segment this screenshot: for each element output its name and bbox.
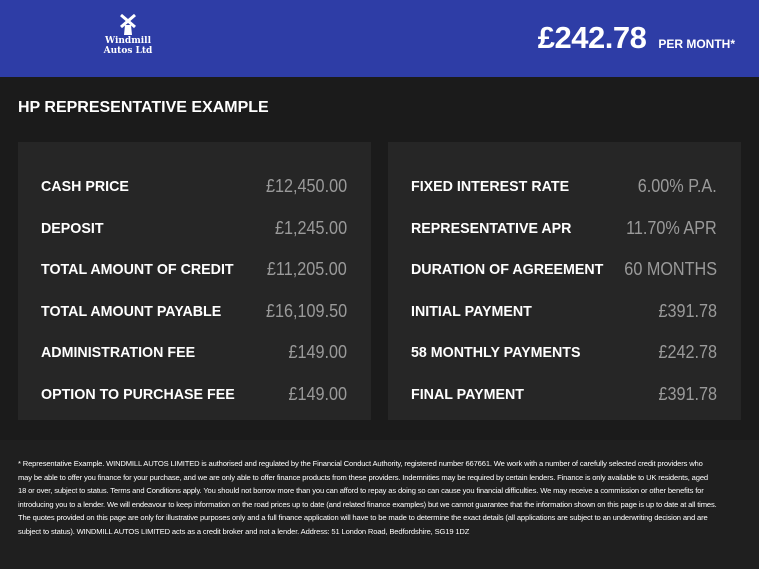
finance-row: REPRESENTATIVE APR 11.70% APR	[411, 208, 717, 250]
row-value: £149.00	[288, 342, 347, 363]
logo[interactable]: Windmill Autos Ltd	[96, 14, 160, 56]
finance-row: TOTAL AMOUNT PAYABLE £16,109.50	[41, 291, 347, 333]
finance-row: DEPOSIT £1,245.00	[41, 208, 347, 250]
header: Windmill Autos Ltd £242.78 PER MONTH*	[0, 0, 759, 77]
row-value: £149.00	[288, 383, 347, 404]
footer: * Representative Example. WINDMILL AUTOS…	[0, 440, 759, 569]
row-value: £11,205.00	[267, 259, 347, 280]
disclaimer-text: * Representative Example. WINDMILL AUTOS…	[18, 459, 717, 536]
row-label: TOTAL AMOUNT OF CREDIT	[41, 261, 234, 279]
row-label: 58 MONTHLY PAYMENTS	[411, 344, 581, 362]
row-value: £12,450.00	[265, 176, 347, 197]
row-value: £16,109.50	[265, 300, 347, 321]
row-label: TOTAL AMOUNT PAYABLE	[41, 302, 222, 320]
row-label: FINAL PAYMENT	[411, 385, 524, 403]
finance-row: FINAL PAYMENT £391.78	[411, 374, 717, 416]
finance-panel-right: FIXED INTEREST RATE 6.00% P.A. REPRESENTA…	[388, 142, 741, 420]
row-value: £1,245.00	[274, 217, 347, 238]
row-label: OPTION TO PURCHASE FEE	[41, 385, 235, 403]
section-title: HP REPRESENTATIVE EXAMPLE	[18, 99, 269, 116]
row-label: CASH PRICE	[41, 178, 129, 196]
row-value: 60 MONTHS	[624, 259, 717, 280]
finance-panel-left: CASH PRICE £12,450.00 DEPOSIT £1,245.00 TO…	[18, 142, 371, 420]
finance-row: CASH PRICE £12,450.00	[41, 166, 347, 208]
row-label: DURATION OF AGREEMENT	[411, 261, 604, 279]
row-value: £391.78	[658, 383, 717, 404]
row-label: INITIAL PAYMENT	[411, 302, 532, 320]
finance-row: DURATION OF AGREEMENT 60 MONTHS	[411, 249, 717, 291]
row-label: FIXED INTEREST RATE	[411, 178, 570, 196]
row-value: £242.78	[658, 342, 717, 363]
logo-text: Windmill Autos Ltd	[103, 36, 153, 56]
row-label: REPRESENTATIVE APR	[411, 219, 572, 237]
price-period: PER MONTH*	[658, 37, 735, 51]
finance-row: ADMINISTRATION FEE £149.00	[41, 332, 347, 374]
finance-row: TOTAL AMOUNT OF CREDIT £11,205.00	[41, 249, 347, 291]
row-value: 11.70% APR	[626, 217, 717, 238]
finance-row: OPTION TO PURCHASE FEE £149.00	[41, 374, 347, 416]
finance-row: FIXED INTEREST RATE 6.00% P.A.	[411, 166, 717, 208]
monthly-price: £242.78 PER MONTH*	[538, 20, 735, 56]
finance-row: INITIAL PAYMENT £391.78	[411, 291, 717, 333]
windmill-icon	[120, 14, 136, 35]
finance-row: 58 MONTHLY PAYMENTS £242.78	[411, 332, 717, 374]
row-value: £391.78	[658, 300, 717, 321]
row-value: 6.00% P.A.	[638, 176, 717, 197]
row-label: DEPOSIT	[41, 219, 104, 237]
price-amount: £242.78	[537, 20, 647, 55]
row-label: ADMINISTRATION FEE	[41, 344, 196, 362]
